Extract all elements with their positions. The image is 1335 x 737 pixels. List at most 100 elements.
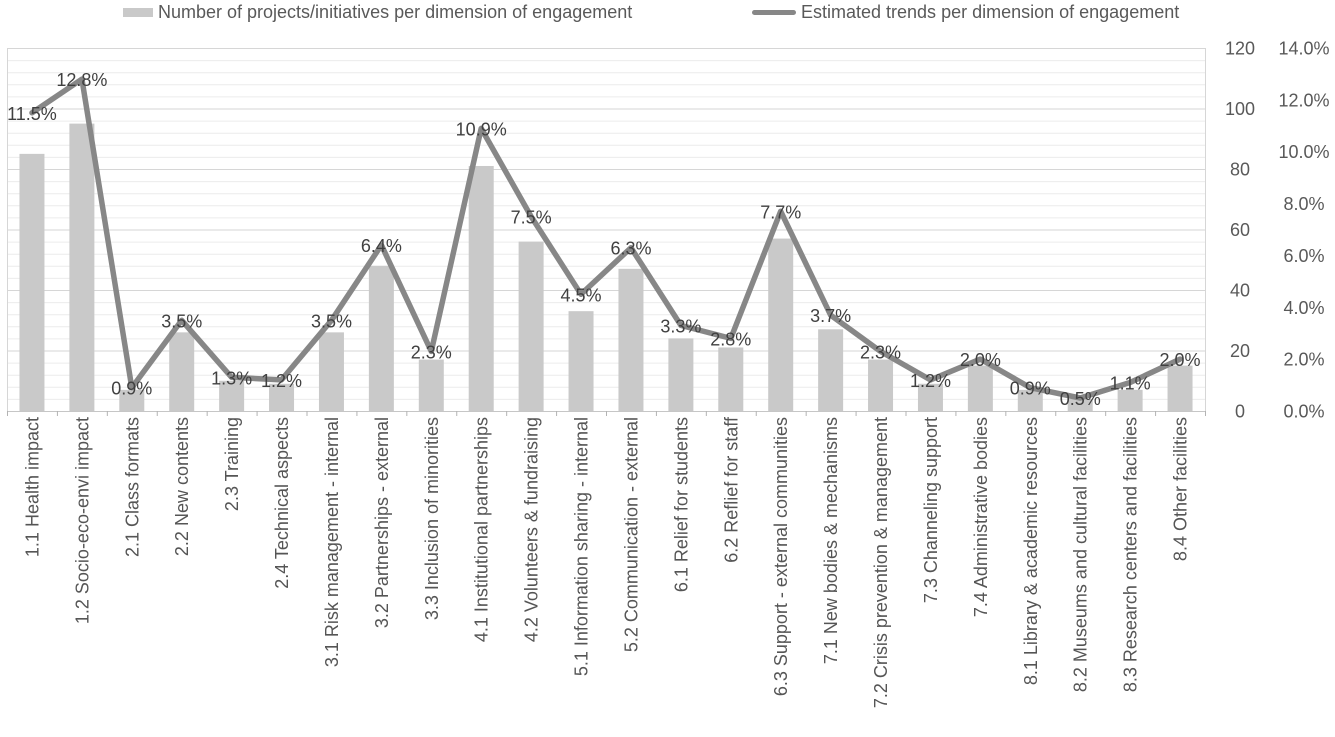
data-label: 11.5% [7,104,57,124]
category-label: 3.3 Inclusion of minorities [422,417,442,620]
data-label: 1.2% [261,371,302,391]
minor-gridlines [7,60,1205,400]
data-label: 2.0% [960,350,1001,370]
right-axis-tick-label: 2.0% [1283,350,1324,370]
bar [668,338,694,411]
data-label: 2.3% [411,342,452,362]
bar [219,380,245,411]
left-axis-tick-label: 100 [1225,99,1255,119]
category-label: 7.3 Channeling support [921,417,941,603]
data-label: 6.4% [361,236,402,256]
bar [1067,398,1093,411]
category-label: 4.1 Institutional partnerships [472,417,492,642]
category-label: 2.1 Class formats [122,417,142,557]
data-label: 2.3% [860,342,901,362]
bar [418,359,444,411]
line-series-swatch-icon [752,9,796,15]
bar [169,332,195,411]
right-axis-tick-label: 6.0% [1283,246,1324,266]
category-label: 5.2 Communication - external [622,417,642,652]
category-label: 1.2 Socio-eco-envi impact [72,417,92,624]
bar [468,165,494,411]
bar [368,265,394,411]
category-label: 6.2 Reflief for staff [721,416,741,563]
bar [568,311,594,411]
x-axis-ticks [7,411,1206,416]
category-label: 7.1 New bodies & mechanisms [821,417,841,664]
data-label: 1.2% [910,371,951,391]
chart-legend: Number of projects/initiatives per dimen… [0,0,1335,26]
legend-item-bar-series: Number of projects/initiatives per dimen… [123,1,632,23]
category-label: 6.3 Support - external communities [771,417,791,696]
bar [618,268,644,411]
data-label: 2.0% [1160,350,1201,370]
data-label: 0.9% [1010,379,1051,399]
category-label: 8.3 Research centers and facilities [1121,417,1141,692]
trend-line [29,76,1183,401]
right-axis-tick-label: 8.0% [1283,194,1324,214]
category-label: 4.2 Volunteers & fundraising [522,417,542,642]
category-label: 8.2 Museums and cultural facilities [1071,417,1091,692]
category-label: 3.1 Risk management - internal [322,417,342,667]
data-label: 2.8% [710,329,751,349]
left-axis-tick-label: 0 [1235,402,1245,422]
category-label: 1.1 Health impact [23,417,43,557]
legend-label-line-series: Estimated trends per dimension of engage… [801,2,1180,22]
right-axis-tick-label: 0.0% [1283,402,1324,422]
data-label: 0.9% [111,379,152,399]
bar [818,329,844,411]
left-axis-tick-label: 120 [1225,39,1255,59]
category-label: 8.4 Other facilities [1171,417,1191,561]
left-axis-tick-label: 20 [1230,341,1250,361]
category-label: 2.4 Technical aspects [272,417,292,589]
data-label: 6.3% [610,239,651,259]
bar [269,383,295,411]
right-axis-tick-labels: 14.0% 12.0% 10.0% 8.0% 6.0% 4.0% 2.0% 0.0% [1278,39,1329,422]
bar [119,389,145,411]
category-axis-labels: 1.1 Health impact 1.2 Socio-eco-envi impa… [23,416,1191,708]
left-axis-tick-label: 80 [1230,160,1250,180]
category-label: 8.1 Library & academic resources [1021,417,1041,685]
bar [1017,389,1043,411]
bar [917,383,943,411]
data-label: 1.1% [1110,373,1151,393]
data-label: 7.7% [760,202,801,222]
bar [967,365,993,411]
data-label: 3.5% [311,311,352,331]
category-label: 3.2 Partnerships - external [372,417,392,628]
bar [868,359,894,411]
bar [718,347,744,411]
data-label: 4.5% [561,285,602,305]
legend-label-bar-series: Number of projects/initiatives per dimen… [158,2,633,22]
bar [69,123,95,411]
data-label: 3.3% [660,316,701,336]
right-axis-tick-label: 14.0% [1278,39,1329,59]
bar-series [19,123,1193,411]
left-axis-tick-label: 40 [1230,281,1250,301]
right-axis-tick-label: 12.0% [1278,90,1329,110]
bar-series-swatch-icon [123,7,153,17]
category-label: 2.3 Training [222,417,242,511]
data-label: 0.5% [1060,389,1101,409]
legend-item-line-series: Estimated trends per dimension of engage… [752,1,1179,23]
category-label: 2.2 New contents [172,417,192,556]
left-axis-tick-label: 60 [1230,220,1250,240]
left-axis-tick-labels: 120 100 80 60 40 20 0 [1225,39,1255,422]
data-label: 1.3% [211,368,252,388]
bar [1167,365,1193,411]
bar [518,241,544,411]
bar [1117,389,1143,411]
bar [768,238,794,411]
data-label: 10.9% [456,119,507,139]
category-label: 6.1 Relief for students [671,417,691,592]
bar [318,332,344,411]
data-label: 3.7% [810,306,851,326]
right-axis-tick-label: 10.0% [1278,142,1329,162]
data-labels: 11.5% 12.8% 0.9% 3.5% 1.3% 1.2% 3.5% 6.4% 2.3% 10… [7,70,1200,409]
data-label: 12.8% [56,70,107,90]
data-label: 7.5% [511,208,552,228]
right-axis-tick-label: 4.0% [1283,298,1324,318]
bar [19,153,45,411]
